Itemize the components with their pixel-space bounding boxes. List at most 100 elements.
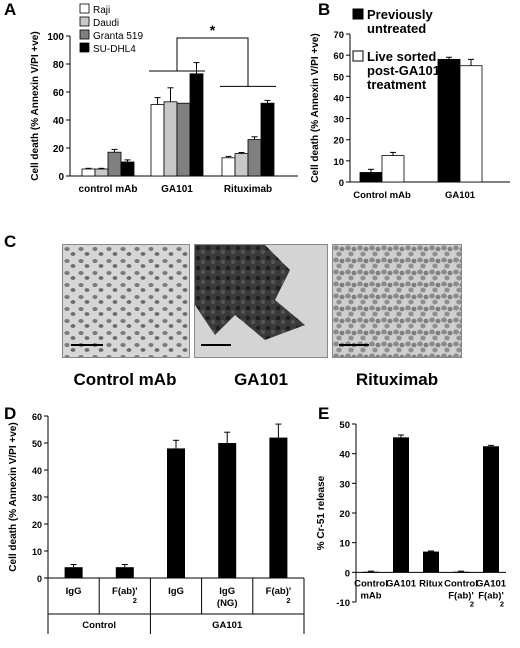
chart-d-y-tick-label: 30 [32,493,42,503]
panel-letter-d: D [4,404,17,423]
chart-e-bar [423,551,439,573]
chart-b-legend-label: untreated [367,21,426,36]
chart-d-group-label: GA101 [212,620,243,631]
chart-e-bar [453,571,469,573]
chart-a-bar [107,151,122,177]
chart-b-bar [381,155,405,183]
panel-letter-e: E [318,404,330,423]
chart-a-y-tick-label: 40 [53,116,65,127]
micrograph-label-rituximab: Rituximab [355,370,439,389]
chart-a-bar [260,102,275,177]
chart-a-annotation: * [210,22,216,38]
chart-d-y-axis-label: Cell death (% Annexin V/PI +ve) [8,422,19,571]
chart-d-category-label: IgG [66,586,82,597]
chart-a-significance-bracket [176,37,249,87]
chart-e-y-tick-label: 10 [339,539,350,550]
chart-a-bar [247,139,262,177]
chart-a-legend-label: SU-DHL4 [93,44,136,55]
chart-e-y-tick-label: 0 [345,568,350,579]
chart-e-category-label: GA101 [476,578,507,589]
chart-a-legend-swatch [79,16,90,27]
chart-b-bar [359,172,383,183]
chart-b-category-label: Control mAb [353,190,411,201]
chart-e-y-tick-label: -10 [336,598,350,609]
chart-a-bar [189,73,204,177]
chart-b-legend-label: post-GA101 [367,63,440,78]
chart-a-legend-swatch [79,29,90,40]
chart-a-bar [234,153,249,177]
micrograph-control [62,244,190,358]
chart-b-y-tick-label: 40 [333,93,344,104]
chart-d-bar [115,567,134,578]
panel-letter-b: B [318,0,331,19]
chart-e-bar [363,571,379,573]
chart-a-legend-label: Daudi [93,18,119,29]
chart-e-category-label: mAb [360,590,381,601]
micrograph-rituximab [332,244,462,358]
chart-b-legend-swatch [352,8,364,20]
micrograph-ga101 [194,244,328,358]
chart-b-legend-label: Previously [367,7,434,22]
chart-b-y-axis-label: Cell death (% Annexin V/PI +ve) [310,33,321,182]
panel-letter-a: A [4,0,17,19]
chart-d-y-tick-label: 0 [37,574,42,584]
chart-d-category-subscript: 2 [286,596,290,605]
chart-d-y-tick-label: 50 [32,439,42,449]
chart-a-bar [163,101,178,177]
chart-b-y-tick-label: 10 [333,157,344,168]
chart-e-category-subscript: 2 [470,599,474,608]
chart-a-y-tick-label: 80 [53,60,65,71]
chart-b-y-tick-label: 0 [339,178,344,189]
chart-d-category-label: F(ab)' [266,586,291,597]
chart-b-bar [437,58,461,183]
chart-a-y-axis-label: Cell death (% Annexin V/PI +ve) [30,31,41,180]
chart-b-y-tick-label: 50 [333,72,344,83]
chart-d-y-tick-label: 40 [32,466,42,476]
chart-d-group-label: Control [82,620,116,631]
chart-a-category-label: control mAb [79,184,138,195]
chart-d-category-label: IgG [219,586,235,597]
chart-a-legend-label: Raji [93,5,110,16]
chart-e-category-label: Control [354,578,388,589]
chart-a-bar [221,157,236,177]
panel-letter-c: C [4,232,17,251]
chart-e-y-tick-label: 20 [339,509,350,520]
chart-b-y-tick-label: 60 [333,51,344,62]
chart-a-y-tick-label: 60 [53,88,65,99]
chart-a-y-tick-label: 100 [47,32,64,43]
chart-a-legend-swatch [79,3,90,14]
chart-a-bar [150,104,165,177]
chart-d-y-tick-label: 20 [32,520,42,530]
chart-a-bar [94,168,109,177]
chart-a-y-tick-label: 0 [58,172,64,183]
micrograph-label-control: Control mAb [73,370,177,389]
chart-b: 0 10 20 30 40 50 60 70 Cell death (% Annexin V/P… [310,7,510,201]
chart-d-y-tick-label: 60 [32,412,42,422]
chart-e-category-label: GA101 [386,578,417,589]
chart-b-category-label: GA101 [445,190,476,201]
chart-b-y-tick-label: 70 [333,30,344,41]
chart-d-category-label: IgG [168,586,184,597]
chart-e-category-label: F(ab)' [448,590,473,601]
chart-d-category-label: (NG) [217,598,238,609]
chart-b-legend-label: Live sorted [367,49,436,64]
chart-a-category-label: GA101 [161,184,193,195]
chart-a-bar [176,102,191,177]
chart-e-category-label: Ritux [419,578,443,589]
chart-e-category-label: F(ab)' [478,590,503,601]
chart-b-legend-label: treatment [367,77,427,92]
chart-e-y-tick-label: 30 [339,479,350,490]
chart-d-y-tick-label: 10 [32,547,42,557]
chart-e-y-tick-label: 40 [339,450,350,461]
chart-d-bar [218,443,237,578]
chart-a-legend-label: Granta 519 [93,31,143,42]
chart-e-bar [483,446,499,573]
micrograph-label-ga101: GA101 [234,370,288,389]
chart-a-y-tick-label: 20 [53,144,65,155]
chart-d: 0 10 20 30 40 50 60 Cell death (% Annexin V/PI … [8,412,305,634]
chart-a: 0 20 40 60 80 100 Cell death (% Annexin V/PI +… [30,3,298,195]
chart-d-bar [167,448,185,578]
chart-e-y-axis-label: % Cr-51 release [316,475,327,550]
chart-a-legend-swatch [79,42,90,53]
